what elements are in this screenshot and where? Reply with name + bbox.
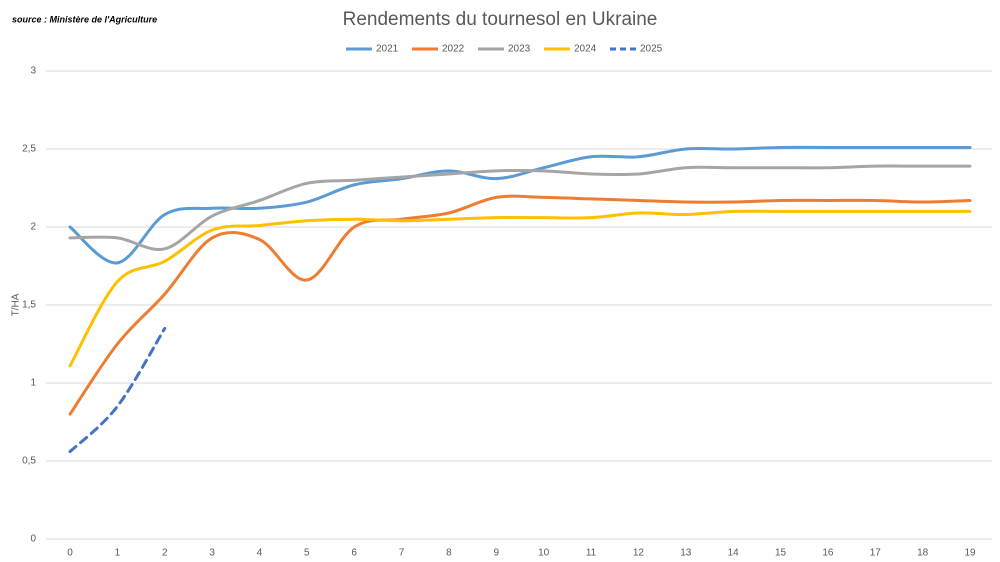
source: source : Ministère de l'Agriculture — [12, 14, 157, 24]
x-tick-label: 11 — [586, 548, 597, 559]
x-tick-label: 16 — [822, 548, 834, 559]
x-tick-label: 8 — [446, 548, 452, 559]
x-tick-label: 6 — [351, 548, 357, 559]
chart-title: Rendements du tournesol en Ukraine — [343, 9, 658, 30]
x-tick-label: 13 — [680, 548, 692, 559]
legend-label: 2024 — [574, 44, 597, 55]
x-tick-label: 19 — [964, 548, 976, 559]
x-tick-label: 4 — [257, 548, 263, 559]
series-line — [68, 164, 972, 251]
legend-label: 2025 — [640, 44, 663, 55]
legend-label: 2023 — [508, 44, 531, 55]
x-tick-label: 1 — [115, 548, 121, 559]
x-tick-label: 12 — [633, 548, 645, 559]
y-tick-label: 0 — [30, 534, 36, 545]
legend-label: 2021 — [376, 44, 399, 55]
y-tick-label: 3 — [30, 66, 36, 77]
y-axis-label: T/HA — [11, 293, 22, 316]
y-tick-label: 2,5 — [22, 144, 36, 155]
x-tick-label: 7 — [399, 548, 405, 559]
x-tick-label: 15 — [775, 548, 787, 559]
x-tick-label: 5 — [304, 548, 310, 559]
series-line — [68, 145, 972, 265]
x-tick-label: 10 — [538, 548, 550, 559]
series-line — [68, 326, 167, 454]
x-tick-label: 2 — [162, 548, 168, 559]
x-tick-label: 3 — [209, 548, 215, 559]
legend-label: 2022 — [442, 44, 465, 55]
x-tick-label: 9 — [494, 548, 500, 559]
x-tick-label: 0 — [67, 548, 73, 559]
series-line — [68, 209, 972, 368]
x-tick-label: 18 — [917, 548, 929, 559]
y-tick-label: 0,5 — [22, 456, 36, 467]
x-tick-label: 17 — [870, 548, 882, 559]
x-tick-label: 14 — [728, 548, 740, 559]
y-tick-label: 1,5 — [22, 300, 36, 311]
y-tick-label: 1 — [30, 378, 36, 389]
y-tick-label: 2 — [30, 222, 36, 233]
series-line — [68, 194, 972, 416]
